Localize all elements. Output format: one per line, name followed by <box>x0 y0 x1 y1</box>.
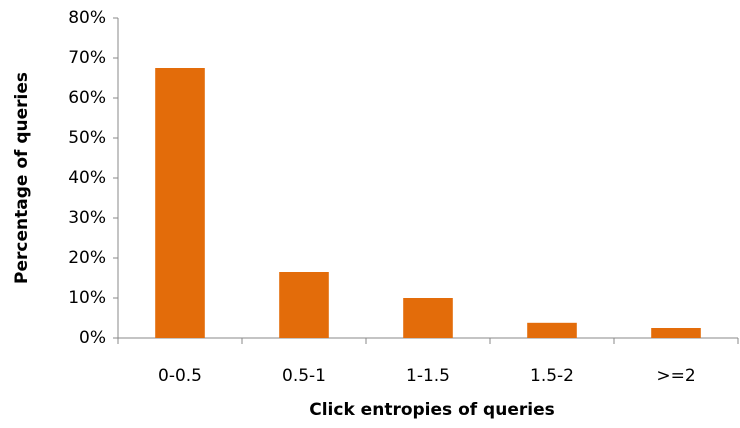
x-tick-label: 0.5-1 <box>282 366 326 386</box>
y-tick-label: 80% <box>68 8 106 28</box>
x-tick-label: 1.5-2 <box>530 366 574 386</box>
x-tick-label: 1-1.5 <box>406 366 450 386</box>
y-tick-label: 20% <box>68 248 106 268</box>
y-tick-label: 50% <box>68 128 106 148</box>
bar <box>651 328 701 338</box>
y-tick-label: 60% <box>68 88 106 108</box>
x-tick-label: 0-0.5 <box>158 366 202 386</box>
bar <box>527 322 577 338</box>
y-tick-label: 10% <box>68 288 106 308</box>
bar <box>403 298 453 338</box>
y-tick-label: 40% <box>68 168 106 188</box>
x-tick-label: >=2 <box>656 366 695 386</box>
x-axis-label: Click entropies of queries <box>309 400 554 420</box>
y-tick-label: 0% <box>79 328 106 348</box>
y-tick-label: 70% <box>68 48 106 68</box>
bar <box>155 68 205 338</box>
y-axis-label: Percentage of queries <box>12 72 32 284</box>
bar <box>279 272 329 338</box>
y-tick-label: 30% <box>68 208 106 228</box>
